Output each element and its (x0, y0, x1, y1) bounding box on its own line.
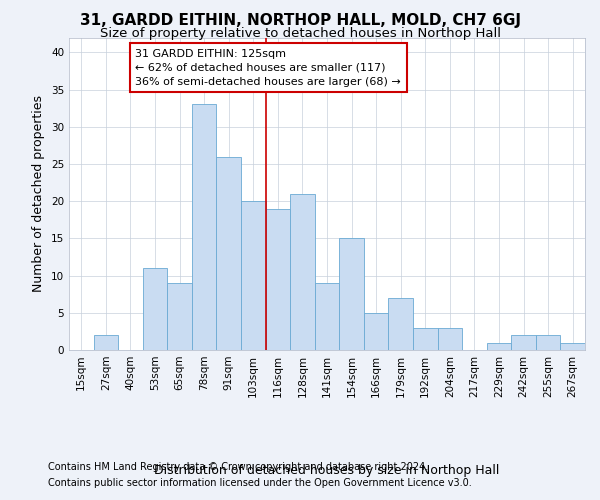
Text: Size of property relative to detached houses in Northop Hall: Size of property relative to detached ho… (100, 28, 500, 40)
Bar (290, 194, 315, 350)
Text: Contains HM Land Registry data © Crown copyright and database right 2024.: Contains HM Land Registry data © Crown c… (48, 462, 428, 472)
Text: 31 GARDD EITHIN: 125sqm
← 62% of detached houses are smaller (117)
36% of semi-d: 31 GARDD EITHIN: 125sqm ← 62% of detache… (136, 48, 401, 86)
Bar (217, 156, 241, 350)
Bar (143, 268, 167, 350)
Bar (167, 283, 192, 350)
Bar (94, 335, 118, 350)
Bar (560, 342, 585, 350)
Bar (388, 298, 413, 350)
Bar (413, 328, 437, 350)
Bar (192, 104, 217, 350)
Y-axis label: Number of detached properties: Number of detached properties (32, 95, 46, 292)
Bar (437, 328, 462, 350)
Bar (241, 201, 266, 350)
Bar (536, 335, 560, 350)
Bar (487, 342, 511, 350)
X-axis label: Distribution of detached houses by size in Northop Hall: Distribution of detached houses by size … (154, 464, 500, 476)
Bar (266, 208, 290, 350)
Text: Contains public sector information licensed under the Open Government Licence v3: Contains public sector information licen… (48, 478, 472, 488)
Bar (339, 238, 364, 350)
Bar (315, 283, 339, 350)
Text: 31, GARDD EITHIN, NORTHOP HALL, MOLD, CH7 6GJ: 31, GARDD EITHIN, NORTHOP HALL, MOLD, CH… (79, 12, 521, 28)
Bar (511, 335, 536, 350)
Bar (364, 313, 388, 350)
